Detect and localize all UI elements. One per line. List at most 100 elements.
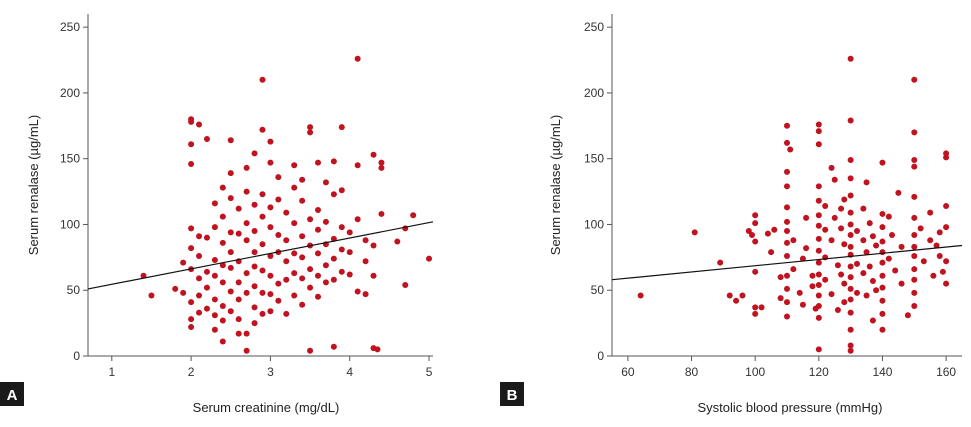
trend-line xyxy=(611,244,963,281)
data-point xyxy=(370,242,377,249)
data-point xyxy=(790,237,797,244)
data-point xyxy=(892,267,899,274)
data-point xyxy=(815,281,822,288)
data-point xyxy=(346,271,353,278)
data-point xyxy=(307,284,314,291)
data-point xyxy=(227,137,234,144)
data-point xyxy=(283,209,290,216)
data-point xyxy=(267,272,274,279)
data-point xyxy=(873,287,880,294)
data-point xyxy=(863,179,870,186)
data-point xyxy=(275,196,282,203)
data-point xyxy=(188,324,195,331)
data-point xyxy=(235,330,242,337)
data-point xyxy=(885,255,892,262)
data-point xyxy=(251,283,258,290)
y-tick-label: 100 xyxy=(584,217,604,231)
data-point xyxy=(219,303,226,310)
data-point xyxy=(911,266,918,273)
data-point xyxy=(879,310,886,317)
data-point xyxy=(315,293,321,300)
panel-label-badge xyxy=(500,382,524,406)
data-point xyxy=(346,229,353,236)
data-point xyxy=(927,237,934,244)
y-tick-label: 250 xyxy=(584,20,604,34)
data-point xyxy=(211,256,218,263)
data-point xyxy=(911,157,918,164)
data-point xyxy=(815,271,822,278)
data-point xyxy=(879,297,886,304)
data-point xyxy=(752,212,759,219)
data-point xyxy=(841,280,848,287)
data-point xyxy=(809,283,816,290)
x-axis-label: Systolic blood pressure (mmHg) xyxy=(698,400,883,415)
y-tick-label: 50 xyxy=(67,283,81,297)
data-point xyxy=(203,135,210,142)
data-point xyxy=(847,192,854,199)
data-point xyxy=(299,301,306,308)
data-point xyxy=(717,259,724,266)
data-point xyxy=(330,191,337,198)
data-point xyxy=(815,197,822,204)
data-point xyxy=(752,304,759,311)
data-point xyxy=(917,225,924,232)
data-point xyxy=(243,330,250,337)
data-point xyxy=(243,270,250,277)
x-tick-label: 2 xyxy=(188,365,195,379)
y-tick-label: 150 xyxy=(584,152,604,166)
data-point xyxy=(733,297,740,304)
data-point xyxy=(879,238,886,245)
y-tick-label: 200 xyxy=(60,86,80,100)
data-point xyxy=(243,237,250,244)
data-point xyxy=(796,289,803,296)
data-point xyxy=(259,213,266,220)
x-tick-label: 120 xyxy=(809,365,829,379)
data-point xyxy=(815,141,822,148)
data-point xyxy=(283,310,290,317)
data-point xyxy=(831,176,838,183)
data-point xyxy=(815,235,822,242)
data-point xyxy=(374,346,381,353)
data-point xyxy=(227,264,234,271)
data-point xyxy=(784,272,790,279)
x-tick-label: 1 xyxy=(108,365,115,379)
data-point xyxy=(911,76,918,83)
data-point xyxy=(847,175,854,182)
data-point xyxy=(251,201,258,208)
data-point xyxy=(847,326,854,333)
data-point xyxy=(911,214,918,221)
data-point xyxy=(219,317,226,324)
y-tick-label: 50 xyxy=(591,283,605,297)
data-point xyxy=(235,316,242,323)
data-point xyxy=(815,292,822,299)
data-point xyxy=(203,234,210,241)
data-point xyxy=(235,230,242,237)
data-point xyxy=(911,253,918,260)
data-point xyxy=(251,150,258,157)
data-point xyxy=(259,76,266,83)
data-point xyxy=(243,220,250,227)
data-point xyxy=(227,195,234,202)
data-point xyxy=(847,309,854,316)
data-point xyxy=(196,253,203,260)
data-point xyxy=(330,255,337,262)
data-point xyxy=(847,55,854,62)
data-point xyxy=(879,284,886,291)
data-point xyxy=(291,184,298,191)
data-point xyxy=(188,225,195,232)
data-point xyxy=(936,229,943,236)
data-point xyxy=(259,310,266,317)
data-point xyxy=(219,213,226,220)
data-point xyxy=(860,205,867,212)
data-point xyxy=(799,301,806,308)
data-point xyxy=(834,262,841,269)
x-tick-label: 5 xyxy=(426,365,433,379)
panel-label-text: A xyxy=(7,387,18,404)
data-point xyxy=(235,279,242,286)
data-point xyxy=(354,55,361,62)
data-point xyxy=(847,296,854,303)
data-point xyxy=(860,237,867,244)
data-point xyxy=(275,174,282,181)
data-point xyxy=(860,270,867,277)
